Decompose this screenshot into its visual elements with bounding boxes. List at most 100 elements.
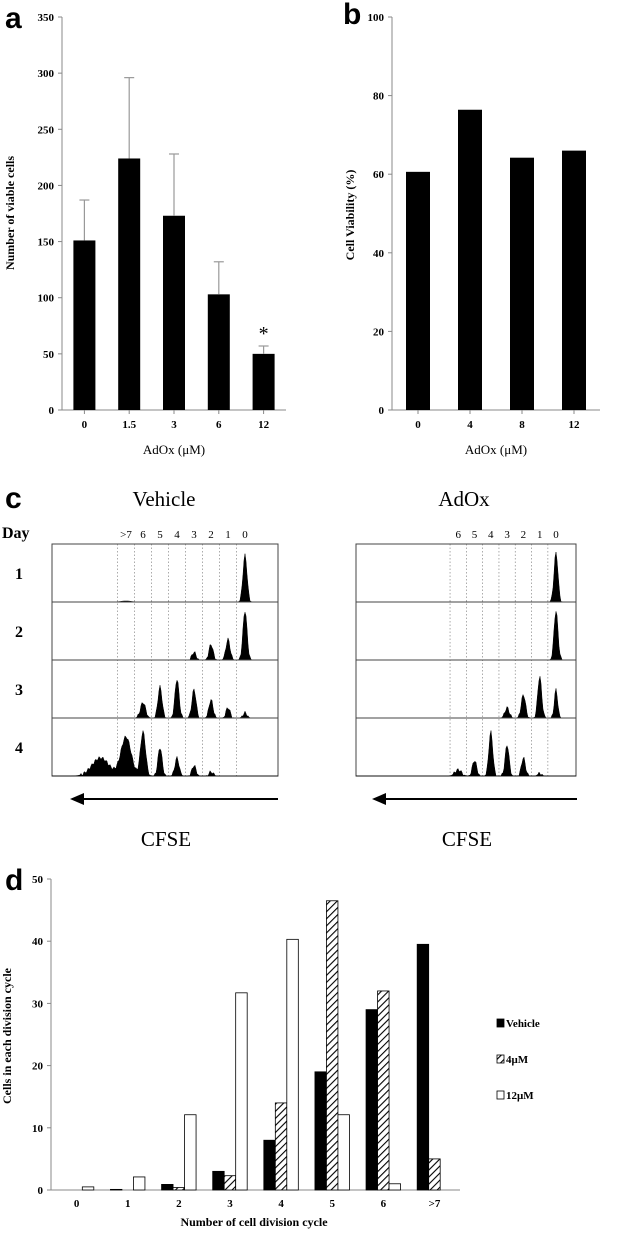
y-tick-label: 50	[43, 349, 55, 361]
y-tick-label: 60	[373, 169, 385, 181]
x-tick-label: 3	[171, 419, 177, 431]
x-tick-label: 6	[381, 1198, 387, 1210]
cycle-label: 0	[553, 529, 559, 541]
x-tick-label: 3	[227, 1198, 233, 1210]
y-tick-label: 200	[38, 180, 55, 192]
panel-a: a 0 50 100 150 200 250 300 350 * 0 1.5 3 6 12 Numbe…	[3, 2, 286, 457]
legend-swatch	[496, 1090, 505, 1100]
day-label: 1	[15, 566, 23, 583]
bar	[73, 240, 96, 410]
y-tick-label: 20	[373, 326, 385, 338]
legend-label: Vehicle	[506, 1018, 540, 1030]
bar-hatched	[223, 1175, 237, 1191]
y-tick-label: 40	[32, 936, 44, 948]
chart-d-bars	[81, 900, 441, 1191]
chart-a-yticks: 0 50 100 150 200 250 300 350	[38, 12, 62, 417]
histogram-frame	[51, 659, 279, 719]
y-tick-label: 50	[32, 874, 44, 886]
bar-open	[337, 1114, 350, 1191]
bar-solid	[416, 943, 430, 1191]
chart-d-axes	[50, 879, 460, 1191]
histogram-curve	[52, 553, 278, 603]
cycle-label: 2	[208, 529, 214, 541]
cfse-arrow-adox	[372, 793, 577, 805]
y-tick-label: 350	[38, 12, 55, 24]
bar	[207, 294, 230, 410]
significance-marker: *	[259, 323, 269, 345]
bar	[562, 150, 586, 410]
bar-open	[286, 938, 299, 1191]
y-axis-label-d: Cells in each division cycle	[0, 967, 14, 1104]
histogram-curve	[52, 611, 278, 661]
cycle-label: 3	[504, 529, 510, 541]
panel-label-b: b	[343, 0, 361, 31]
bar-hatched	[172, 1187, 185, 1191]
chart-b-yticks: 0 20 40 60 80 100	[368, 12, 392, 417]
cycle-label: 4	[174, 529, 180, 541]
y-tick-label: 300	[38, 68, 55, 80]
bar	[406, 171, 430, 410]
chart-d-yticks: 0 10 20 30 40 50	[32, 874, 51, 1197]
bar	[163, 215, 185, 410]
bar	[252, 353, 275, 410]
legend-swatch	[496, 1054, 505, 1064]
cycle-label: 0	[242, 529, 248, 541]
chart-d-xticks: 0 1 2 3 4 5 6 >7	[74, 1198, 441, 1210]
panel-label-a: a	[5, 2, 22, 35]
panel-label-c: c	[5, 482, 22, 515]
x-tick-label: 0	[82, 419, 88, 431]
panel-label-d: d	[5, 864, 23, 897]
cycle-label: 1	[225, 529, 231, 541]
cycle-label: 5	[472, 529, 478, 541]
cycle-label: 6	[140, 529, 146, 541]
cfse-label-vehicle: CFSE	[141, 827, 191, 851]
bar-hatched	[428, 1158, 441, 1191]
y-tick-label: 30	[32, 998, 44, 1010]
x-tick-label: 5	[329, 1198, 335, 1210]
y-tick-label: 0	[379, 405, 385, 417]
x-tick-label: 8	[519, 419, 525, 431]
x-axis-label-d: Number of cell division cycle	[180, 1215, 328, 1229]
bar-hatched	[274, 1102, 288, 1191]
group-title-vehicle: Vehicle	[133, 487, 196, 511]
chart-a-xticks: 0 1.5 3 6 12	[82, 410, 270, 431]
x-tick-label: 0	[74, 1198, 80, 1210]
x-tick-label: 4	[278, 1198, 284, 1210]
x-tick-label: 0	[415, 419, 421, 431]
cycle-label: 2	[521, 529, 527, 541]
chart-a-bars: *	[73, 77, 275, 410]
x-tick-label: 4	[467, 419, 473, 431]
histogram-curve	[356, 676, 576, 719]
histogram-curve	[52, 730, 278, 777]
x-tick-label: 1	[125, 1198, 131, 1210]
day-header: Day	[2, 525, 30, 542]
bar-solid	[212, 1170, 225, 1191]
cycle-label: 5	[157, 529, 163, 541]
histogram-curve	[356, 730, 576, 777]
legend-label: 4μM	[506, 1054, 529, 1066]
x-tick-label: 1.5	[122, 419, 136, 431]
bar-hatched	[377, 990, 390, 1191]
group-title-adox: AdOx	[438, 487, 490, 511]
panel-d: d 0 10 20 30 40 50 0 1 2 3 4 5 6 >7 Vehicle 4μM 12μM C…	[0, 864, 540, 1229]
histogram-curve	[52, 679, 278, 719]
day-labels: 1 2 3 4	[15, 566, 23, 757]
bar	[458, 109, 482, 411]
bar-open	[133, 1176, 146, 1191]
histogram-frame	[51, 717, 279, 777]
bar-solid	[365, 1009, 378, 1191]
y-tick-label: 0	[49, 405, 55, 417]
cycle-label: 6	[455, 529, 461, 541]
bar-hatched	[326, 900, 339, 1191]
x-axis-label-b: AdOx (μM)	[465, 442, 527, 457]
x-axis-label-a: AdOx (μM)	[143, 442, 205, 457]
cycle-label: 3	[191, 529, 197, 541]
bar-open	[388, 1183, 401, 1191]
day-label: 2	[15, 624, 23, 641]
bar-open	[81, 1186, 95, 1191]
bar-open	[184, 1114, 197, 1191]
